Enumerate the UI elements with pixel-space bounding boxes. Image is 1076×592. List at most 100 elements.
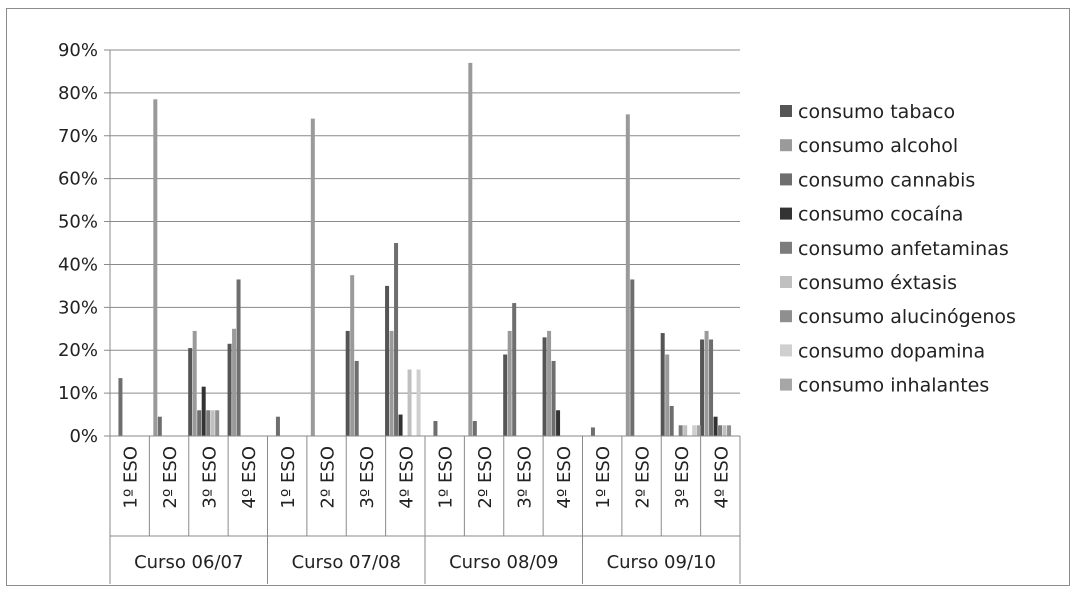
y-tick-label: 50%	[58, 212, 98, 233]
bar	[236, 279, 241, 436]
bar	[542, 337, 547, 436]
y-tick-label: 80%	[58, 83, 98, 104]
group-label: Curso 06/07	[134, 552, 243, 573]
group-label: Curso 08/09	[449, 552, 558, 573]
bar	[188, 348, 193, 436]
bar	[713, 416, 718, 436]
bar	[683, 425, 688, 436]
legend-label: consumo inhalantes	[798, 375, 989, 397]
bar	[407, 369, 412, 436]
bar	[507, 330, 512, 436]
bar	[345, 330, 350, 436]
bar	[692, 425, 697, 436]
bar	[227, 343, 232, 436]
bar	[394, 243, 399, 436]
legend-label: consumo alcohol	[798, 135, 958, 157]
legend-label: consumo cocaína	[798, 204, 963, 226]
bar	[433, 420, 438, 436]
bar	[590, 427, 595, 436]
bar	[157, 416, 162, 436]
y-tick-label: 90%	[58, 40, 98, 61]
bar	[468, 62, 473, 436]
bar	[153, 99, 158, 437]
x-tick-label: 4º ESO	[239, 446, 260, 509]
bar	[551, 360, 556, 436]
bar	[389, 330, 394, 436]
x-tick-label: 4º ESO	[711, 446, 732, 509]
bar	[201, 386, 206, 436]
y-tick-label: 20%	[58, 340, 98, 361]
bar	[630, 279, 635, 436]
group-label: Curso 09/10	[607, 552, 716, 573]
y-tick-label: 0%	[69, 426, 98, 447]
x-tick-label: 3º ESO	[199, 446, 220, 509]
x-tick-label: 3º ESO	[357, 446, 378, 509]
legend-label: consumo anfetaminas	[798, 238, 1009, 260]
x-tick-label: 2º ESO	[633, 446, 654, 509]
bar	[704, 330, 709, 436]
legend-swatch	[780, 139, 792, 152]
legend-swatch	[780, 276, 792, 288]
bar	[700, 339, 705, 436]
legend-swatch	[780, 378, 792, 391]
legend-label: consumo alucinógenos	[798, 306, 1016, 328]
bar	[472, 420, 477, 436]
bar	[416, 369, 421, 436]
bar	[727, 425, 732, 436]
x-tick-label: 2º ESO	[160, 446, 181, 509]
x-tick-label: 4º ESO	[554, 446, 575, 509]
legend-swatch	[780, 105, 792, 117]
bar	[275, 416, 280, 436]
y-tick-label: 70%	[58, 126, 98, 147]
legend-label: consumo tabaco	[798, 101, 955, 123]
bar	[696, 425, 701, 436]
x-tick-label: 2º ESO	[318, 446, 339, 509]
bar	[210, 410, 215, 436]
bar	[398, 414, 403, 436]
x-tick-label: 3º ESO	[672, 446, 693, 509]
legend-swatch	[780, 310, 792, 323]
x-tick-label: 1º ESO	[121, 446, 142, 509]
x-tick-label: 4º ESO	[396, 446, 417, 509]
legend-label: consumo dopamina	[798, 340, 985, 362]
bar	[556, 410, 561, 436]
bar	[197, 410, 202, 436]
x-tick-label: 1º ESO	[593, 446, 614, 509]
x-tick-label: 1º ESO	[278, 446, 299, 509]
bar	[625, 114, 630, 436]
bar	[669, 405, 674, 436]
legend-swatch	[780, 207, 792, 220]
bar	[678, 425, 683, 436]
bar	[354, 360, 359, 436]
bar	[118, 378, 123, 436]
legend-swatch	[780, 344, 792, 357]
bar	[310, 118, 315, 436]
legend-swatch	[780, 241, 792, 254]
y-tick-label: 10%	[58, 383, 98, 404]
y-tick-label: 40%	[58, 254, 98, 275]
bar	[350, 275, 355, 436]
group-label: Curso 07/08	[292, 552, 401, 573]
bar	[503, 354, 508, 436]
x-tick-label: 2º ESO	[475, 446, 496, 509]
bar	[385, 285, 390, 436]
bar	[718, 425, 723, 436]
legend-label: consumo cannabis	[798, 169, 975, 191]
y-tick-label: 60%	[58, 169, 98, 190]
bar	[709, 339, 714, 436]
legend-label: consumo éxtasis	[798, 272, 957, 294]
y-tick-label: 30%	[58, 297, 98, 318]
bar	[547, 330, 552, 436]
bar	[512, 303, 517, 436]
bar	[192, 330, 197, 436]
bar	[215, 410, 220, 436]
chart-frame	[6, 8, 1070, 586]
bar	[232, 328, 237, 436]
bar	[722, 425, 727, 436]
x-tick-label: 1º ESO	[436, 446, 457, 509]
bar	[660, 333, 665, 436]
legend-swatch	[780, 173, 792, 186]
x-tick-label: 3º ESO	[514, 446, 535, 509]
bar	[206, 410, 211, 436]
